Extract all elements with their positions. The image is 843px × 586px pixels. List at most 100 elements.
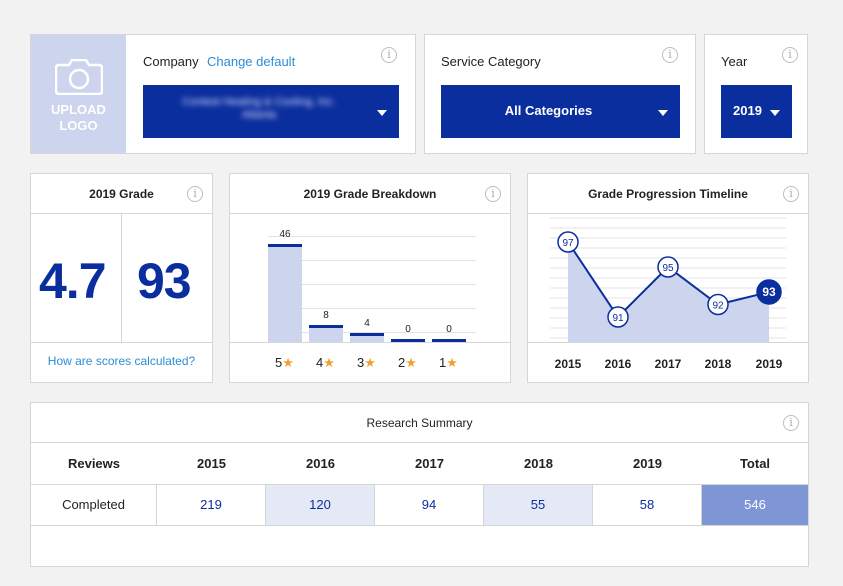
grade-percent: 93 [137, 253, 192, 309]
breakdown-title: 2019 Grade Breakdown [230, 174, 510, 214]
caret-down-icon [377, 110, 387, 116]
caret-down-icon [770, 110, 780, 116]
upload-logo-label: UPLOAD LOGO [31, 102, 126, 134]
table-cell[interactable]: 55 [484, 485, 593, 525]
table-cell[interactable]: 120 [266, 485, 375, 525]
service-category-dropdown[interactable]: All Categories [441, 85, 680, 138]
breakdown-chart: 46 8 4 0 0 [230, 214, 512, 344]
service-category-label: Service Category [441, 54, 541, 69]
bar-5-star[interactable] [268, 244, 302, 342]
info-icon[interactable]: i [662, 47, 678, 63]
grade-card: 2019 Grade i 4.7 93 How are scores calcu… [30, 173, 213, 383]
star-number: 3 [357, 355, 365, 370]
year-card: Year i 2019 [704, 34, 808, 154]
timeline-year-label: 2019 [755, 357, 783, 371]
bar-value: 4 [364, 318, 370, 329]
timeline-year-label: 2017 [654, 357, 682, 371]
upload-logo-button[interactable]: UPLOAD LOGO [31, 35, 126, 153]
year-value: 2019 [733, 103, 762, 118]
table-header-cell: 2016 [306, 456, 335, 471]
bar-4-star[interactable] [309, 325, 343, 342]
service-category-card: Service Category i All Categories [424, 34, 696, 154]
camera-icon [55, 59, 103, 95]
company-card: UPLOAD LOGO Company Change default i Con… [30, 34, 416, 154]
timeline-point[interactable] [707, 293, 729, 316]
year-label: Year [721, 54, 748, 69]
year-dropdown[interactable]: 2019 [721, 85, 792, 138]
grid-line [268, 260, 476, 261]
grid-line [268, 308, 476, 309]
grade-title: 2019 Grade [31, 174, 212, 214]
table-row-label: Completed [31, 485, 157, 525]
star-icon: ★ [323, 355, 335, 370]
star-icon: ★ [446, 355, 458, 370]
timeline-year-label: 2018 [704, 357, 732, 371]
star-label: 5★ [275, 355, 294, 371]
summary-title: Research Summary [31, 403, 808, 443]
scores-calculated-link[interactable]: How are scores calculated? [47, 354, 196, 368]
timeline-point[interactable] [557, 231, 579, 253]
timeline-axis [528, 342, 808, 343]
table-cell[interactable]: 58 [593, 485, 702, 525]
table-cell[interactable]: 94 [375, 485, 484, 525]
star-label: 3★ [357, 355, 376, 371]
company-name: Contest Heating & Cooling, Inc. Atlanta [143, 96, 375, 122]
grade-footer-divider [31, 342, 212, 343]
table-divider [31, 525, 808, 526]
grade-breakdown-card: 2019 Grade Breakdown i 46 8 4 0 0 5★ 4★ 3★ 2★ 1★ [229, 173, 511, 383]
bar-1-star[interactable] [432, 339, 466, 342]
company-label: Company [143, 54, 199, 69]
change-default-link[interactable]: Change default [207, 54, 296, 69]
timeline-point[interactable] [756, 279, 782, 305]
star-number: 2 [398, 355, 406, 370]
table-header-cell: Total [739, 456, 771, 471]
company-location-text: Atlanta [241, 109, 277, 121]
company-dropdown[interactable]: Contest Heating & Cooling, Inc. Atlanta [143, 85, 399, 138]
timeline-point[interactable] [657, 256, 679, 278]
star-label: 1★ [439, 355, 458, 371]
bar-2-star[interactable] [391, 339, 425, 342]
timeline-title: Grade Progression Timeline [528, 174, 808, 214]
timeline-year-label: 2016 [604, 357, 632, 371]
timeline-card: Grade Progression Timeline i 97 91 95 92 93 … [527, 173, 809, 383]
summary-table: Reviews 2015 2016 2017 2018 2019 Total Complete… [31, 444, 808, 526]
breakdown-axis [230, 342, 510, 343]
grade-divider [121, 214, 122, 342]
bar-value: 0 [446, 324, 452, 335]
table-header-cell: Reviews [67, 456, 121, 471]
service-category-value: All Categories [504, 103, 593, 118]
star-number: 4 [316, 355, 324, 370]
info-icon[interactable]: i [783, 415, 799, 431]
timeline-point-value: 92 [712, 301, 724, 312]
grid-line [268, 284, 476, 285]
timeline-point-value: 91 [612, 313, 624, 324]
info-icon[interactable]: i [381, 47, 397, 63]
info-icon[interactable]: i [485, 186, 501, 202]
info-icon[interactable]: i [782, 47, 798, 63]
star-number: 5 [275, 355, 283, 370]
company-name-text: Contest Heating & Cooling, Inc. [182, 96, 336, 108]
grade-score: 4.7 [39, 253, 107, 309]
star-label: 2★ [398, 355, 417, 371]
grid-line [268, 332, 476, 333]
table-header-cell: 2018 [524, 456, 553, 471]
bar-value: 46 [279, 229, 291, 240]
caret-down-icon [658, 110, 668, 116]
timeline-point-value: 95 [662, 263, 674, 274]
table-divider [31, 484, 808, 485]
table-cell[interactable]: 546 [702, 485, 808, 525]
info-icon[interactable]: i [187, 186, 203, 202]
star-icon: ★ [364, 355, 376, 370]
bar-3-star[interactable] [350, 333, 384, 342]
table-header-cell: 2019 [633, 456, 662, 471]
info-icon[interactable]: i [783, 186, 799, 202]
star-number: 1 [439, 355, 447, 370]
timeline-point[interactable] [607, 306, 629, 328]
bar-value: 8 [323, 310, 329, 321]
table-header-cell: 2017 [415, 456, 444, 471]
research-summary-card: Research Summary i Reviews 2015 2016 2017 20… [30, 402, 809, 567]
timeline-year-label: 2015 [554, 357, 582, 371]
table-cell[interactable]: 219 [157, 485, 266, 525]
grid-line [268, 236, 476, 237]
star-icon: ★ [282, 355, 294, 370]
